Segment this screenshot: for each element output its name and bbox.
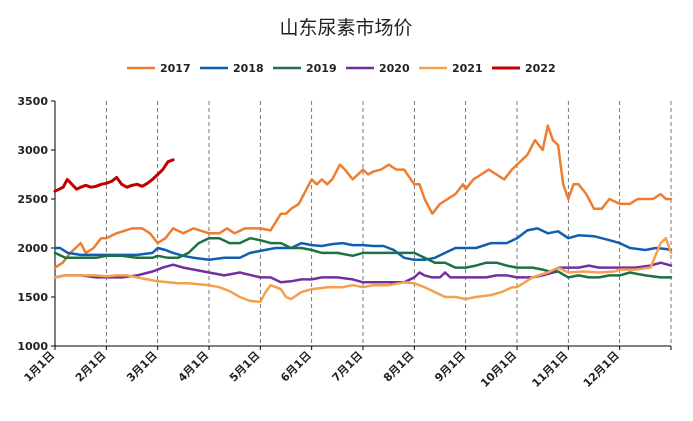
y-tick-label: 3000 [17, 144, 48, 157]
x-tick-label: 11月1日 [529, 349, 570, 390]
y-tick-label: 1500 [17, 291, 48, 304]
axes [51, 100, 672, 350]
y-tick-label: 3500 [17, 95, 48, 108]
y-tick-labels: 1000 1500 2000 2500 3000 3500 [17, 95, 48, 353]
y-tick-label: 1000 [17, 340, 48, 353]
x-tick-label: 9月1日 [432, 349, 468, 385]
chart-title: 山东尿素市场价 [279, 17, 412, 39]
legend-label-2022: 2022 [525, 62, 556, 75]
x-tick-label: 8月1日 [381, 349, 417, 385]
y-tick-label: 2000 [17, 242, 48, 255]
series-line-2018 [53, 227, 673, 262]
x-tick-label: 7月1日 [330, 349, 366, 385]
grid [105, 101, 672, 346]
x-tick-label: 12月1日 [581, 349, 622, 390]
x-tick-label: 10月1日 [478, 349, 519, 390]
series-line-2017 [53, 124, 673, 269]
y-tick-label: 2500 [17, 193, 48, 206]
series-line-2022 [53, 158, 175, 193]
series-line-2019 [53, 236, 673, 279]
legend-label-2017: 2017 [160, 62, 191, 75]
x-tick-label: 2月1日 [73, 349, 109, 385]
x-tick-label: 5月1日 [227, 349, 263, 385]
x-tick-label: 6月1日 [278, 349, 314, 385]
legend-label-2020: 2020 [379, 62, 410, 75]
legend-label-2018: 2018 [233, 62, 264, 75]
x-tick-label: 4月1日 [176, 349, 212, 385]
x-tick-labels: 1月1日 2月1日 3月1日 4月1日 5月1日 6月1日 7月1日 8月1日 9月1日 10月1… [22, 349, 622, 390]
x-tick-label: 3月1日 [124, 349, 160, 385]
legend-label-2019: 2019 [306, 62, 337, 75]
series-group [53, 124, 673, 304]
x-tick-label: 1月1日 [22, 349, 58, 385]
legend-label-2021: 2021 [452, 62, 483, 75]
legend: 2017 2018 2019 2020 2021 2022 [127, 62, 556, 75]
series-line-2021 [53, 236, 673, 304]
